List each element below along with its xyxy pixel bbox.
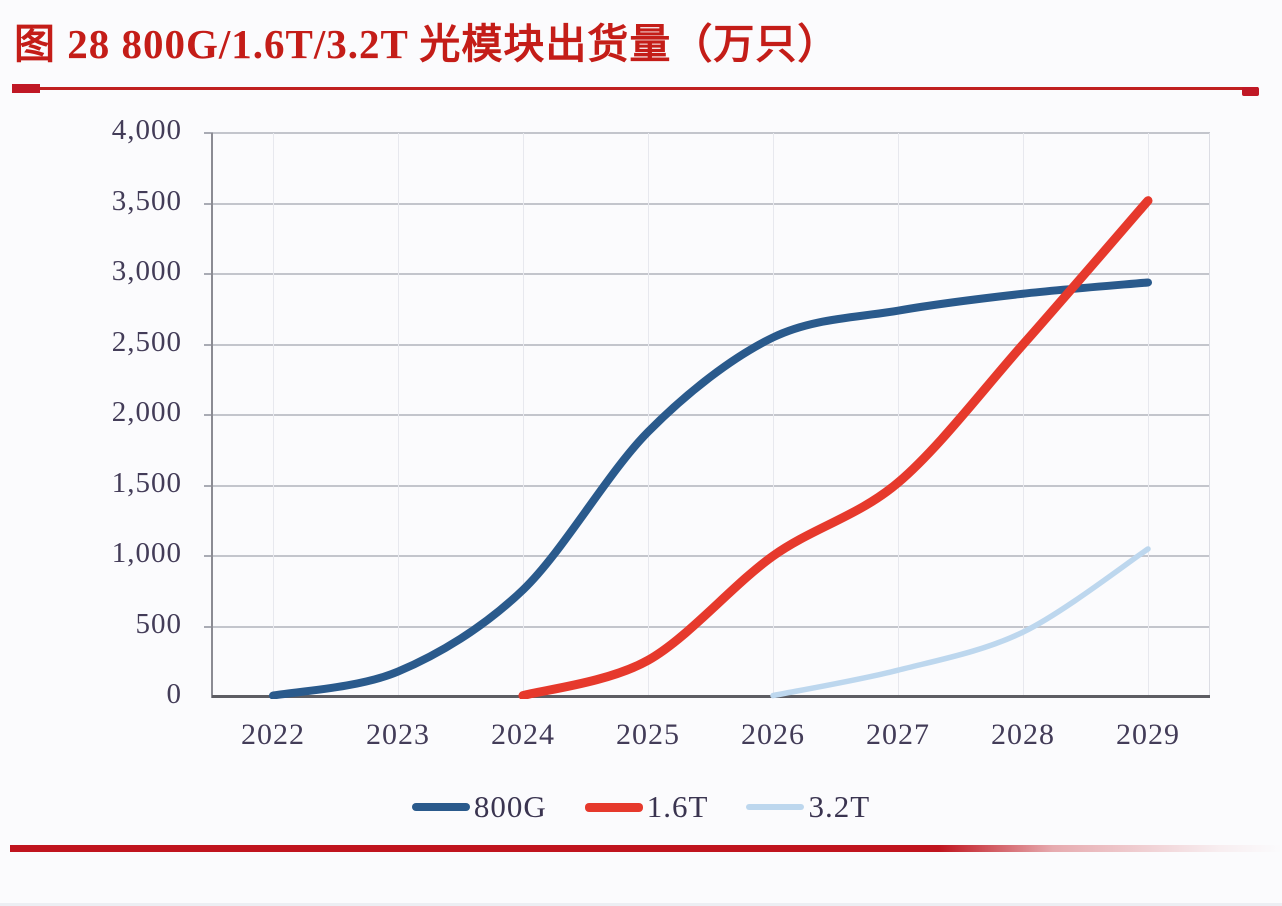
legend-item-800G: 800G xyxy=(411,789,547,825)
v-gridline xyxy=(773,133,774,697)
legend-item-1.6T: 1.6T xyxy=(584,789,709,825)
y-axis-line xyxy=(211,133,213,698)
page-bottom-edge xyxy=(0,903,1282,906)
h-gridline xyxy=(212,273,1210,275)
y-axis-tick xyxy=(204,343,213,346)
footer-red-bar xyxy=(10,845,1282,852)
v-gridline xyxy=(648,133,649,697)
v-gridline xyxy=(898,133,899,697)
x-tick-label: 2025 xyxy=(616,718,680,751)
x-axis-line xyxy=(212,695,1210,698)
h-gridline xyxy=(212,202,1210,205)
h-gridline xyxy=(212,555,1210,557)
y-tick-label: 3,000 xyxy=(111,255,182,287)
x-tick-label: 2027 xyxy=(866,718,930,751)
v-gridline xyxy=(273,133,274,697)
series-line-3.2T xyxy=(770,546,1151,699)
legend-swatch-1.6T xyxy=(584,802,643,812)
y-axis-tick xyxy=(204,202,213,205)
legend-label-800G: 800G xyxy=(473,789,547,824)
legend-item-3.2T: 3.2T xyxy=(746,789,870,825)
v-gridline xyxy=(398,133,399,697)
y-tick-label: 3,500 xyxy=(111,184,182,217)
x-tick-label: 2022 xyxy=(241,718,305,751)
x-tick-label: 2026 xyxy=(741,718,805,751)
y-axis-tick xyxy=(204,625,213,628)
x-tick-label: 2023 xyxy=(366,718,430,751)
y-axis-tick xyxy=(204,414,213,416)
series-line-800G xyxy=(269,278,1152,699)
h-gridline xyxy=(212,625,1210,628)
y-tick-label: 4,000 xyxy=(111,114,182,146)
legend-label-1.6T: 1.6T xyxy=(646,789,709,824)
v-gridline xyxy=(1023,133,1024,697)
y-tick-label: 1,000 xyxy=(111,537,182,569)
y-tick-label: 1,500 xyxy=(111,466,182,499)
y-tick-label: 2,500 xyxy=(111,325,182,358)
h-gridline xyxy=(212,484,1210,487)
x-tick-label: 2029 xyxy=(1116,718,1180,751)
y-tick-label: 500 xyxy=(135,607,182,640)
x-tick-label: 2028 xyxy=(991,718,1055,751)
plot-right-border xyxy=(1209,133,1210,698)
y-axis-tick xyxy=(204,555,213,557)
h-gridline xyxy=(212,132,1210,134)
v-gridline xyxy=(523,133,524,697)
y-axis-tick xyxy=(204,132,213,134)
title-divider-line xyxy=(12,87,1258,90)
figure-title: 图 28 800G/1.6T/3.2T 光模块出货量（万只） xyxy=(14,21,840,67)
title-divider-right-cap xyxy=(1242,87,1259,96)
legend-swatch-800G xyxy=(411,803,470,811)
y-axis-tick xyxy=(204,484,213,487)
title-divider-left-cap xyxy=(12,84,40,93)
h-gridline xyxy=(212,414,1210,416)
h-gridline xyxy=(212,343,1210,346)
x-tick-label: 2024 xyxy=(491,718,555,751)
legend-label-3.2T: 3.2T xyxy=(808,789,871,824)
chart-legend: 800G 1.6T 3.2T xyxy=(0,789,1282,825)
y-tick-label: 2,000 xyxy=(111,396,182,428)
legend-swatch-3.2T xyxy=(746,804,805,810)
v-gridline xyxy=(1148,133,1149,697)
series-line-1.6T xyxy=(518,196,1153,699)
y-tick-label: 0 xyxy=(166,678,182,710)
y-axis-tick xyxy=(204,273,213,275)
